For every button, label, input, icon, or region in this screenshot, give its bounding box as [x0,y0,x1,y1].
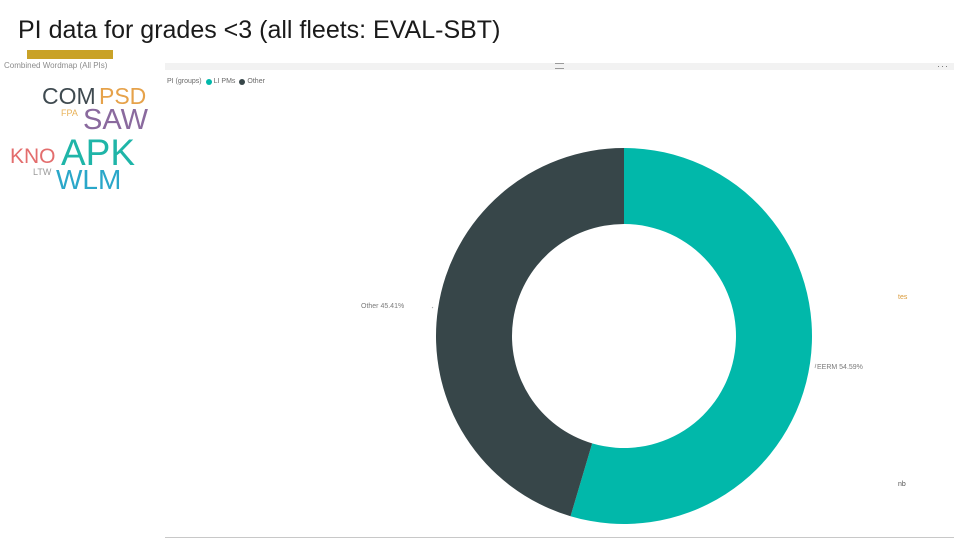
wordmap-word: LTW [33,167,52,177]
chart-panel: ··· PI (groups) LI PMs Other EERM 54.59%… [165,61,954,538]
wordmap-word: SAW [83,104,148,136]
donut-data-label: Other 45.41% [361,303,404,310]
drag-handle-icon[interactable] [555,63,564,69]
legend-label[interactable]: Other [247,78,265,85]
wordmap-word: WLM [56,164,122,195]
legend-marker [205,78,212,85]
donut-slice-li-pms[interactable] [570,148,812,524]
chart-legend: PI (groups) LI PMs Other [167,78,265,85]
more-options-icon[interactable]: ··· [937,61,949,71]
donut-chart: EERM 54.59% Other 45.41% [361,148,863,524]
legend-title: PI (groups) [167,78,202,85]
wordmap-word: KNO [10,145,56,168]
slide-title: PI data for grades <3 (all fleets: EVAL-… [18,16,501,44]
wordmap-word: FPA [61,108,78,118]
wordmap: COM PSD FPA SAW KNO APK LTW WLM [0,0,165,200]
cutoff-label: tes [898,294,908,301]
wordmap-title: Combined Wordmap (All PIs) [4,61,108,70]
donut-slice-other[interactable] [436,148,624,517]
legend-label[interactable]: LI PMs [213,78,236,85]
wordmap-word: APK [61,132,136,173]
legend-marker [239,78,246,85]
wordmap-word: COM [42,83,96,109]
donut-data-label: EERM 54.59% [817,364,863,371]
panel-divider [165,537,954,538]
panel-header [165,63,954,70]
title-accent-bar [27,50,113,59]
cutoff-label: nb [898,481,906,488]
label-leader-line [814,363,817,369]
wordmap-word: PSD [99,83,147,109]
label-leader-line [431,306,434,309]
